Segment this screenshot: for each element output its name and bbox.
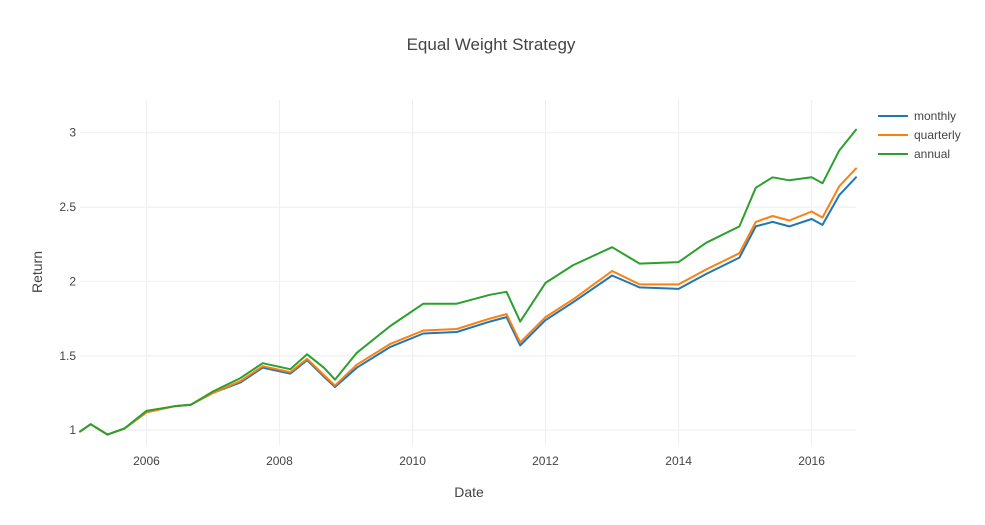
y-tick-label: 2.5 xyxy=(59,200,76,214)
y-tick-label: 1 xyxy=(69,423,76,437)
x-tick-label: 2012 xyxy=(532,454,559,468)
grid xyxy=(80,100,856,445)
legend[interactable]: monthly quarterly annual xyxy=(878,109,961,161)
y-axis: 1 1.5 2 2.5 3 xyxy=(59,126,76,437)
x-tick-label: 2016 xyxy=(798,454,825,468)
x-axis: 2006 2008 2010 2012 2014 2016 xyxy=(133,454,825,468)
x-tick-label: 2008 xyxy=(266,454,293,468)
x-tick-label: 2010 xyxy=(399,454,426,468)
x-tick-label: 2014 xyxy=(665,454,692,468)
legend-item-annual[interactable]: annual xyxy=(878,147,950,161)
series-line-annual xyxy=(79,128,857,436)
legend-label: quarterly xyxy=(914,128,961,142)
y-tick-label: 2 xyxy=(69,274,76,288)
x-tick-label: 2006 xyxy=(133,454,160,468)
legend-label: annual xyxy=(914,147,950,161)
series-line-monthly xyxy=(79,176,857,436)
y-axis-label: Return xyxy=(29,251,45,293)
chart-title: Equal Weight Strategy xyxy=(407,35,576,54)
y-tick-label: 3 xyxy=(69,126,76,140)
legend-item-monthly[interactable]: monthly xyxy=(878,109,956,123)
legend-item-quarterly[interactable]: quarterly xyxy=(878,128,961,142)
y-tick-label: 1.5 xyxy=(59,349,76,363)
x-axis-label: Date xyxy=(454,484,484,500)
plot-area xyxy=(79,128,857,436)
legend-label: monthly xyxy=(914,109,956,123)
